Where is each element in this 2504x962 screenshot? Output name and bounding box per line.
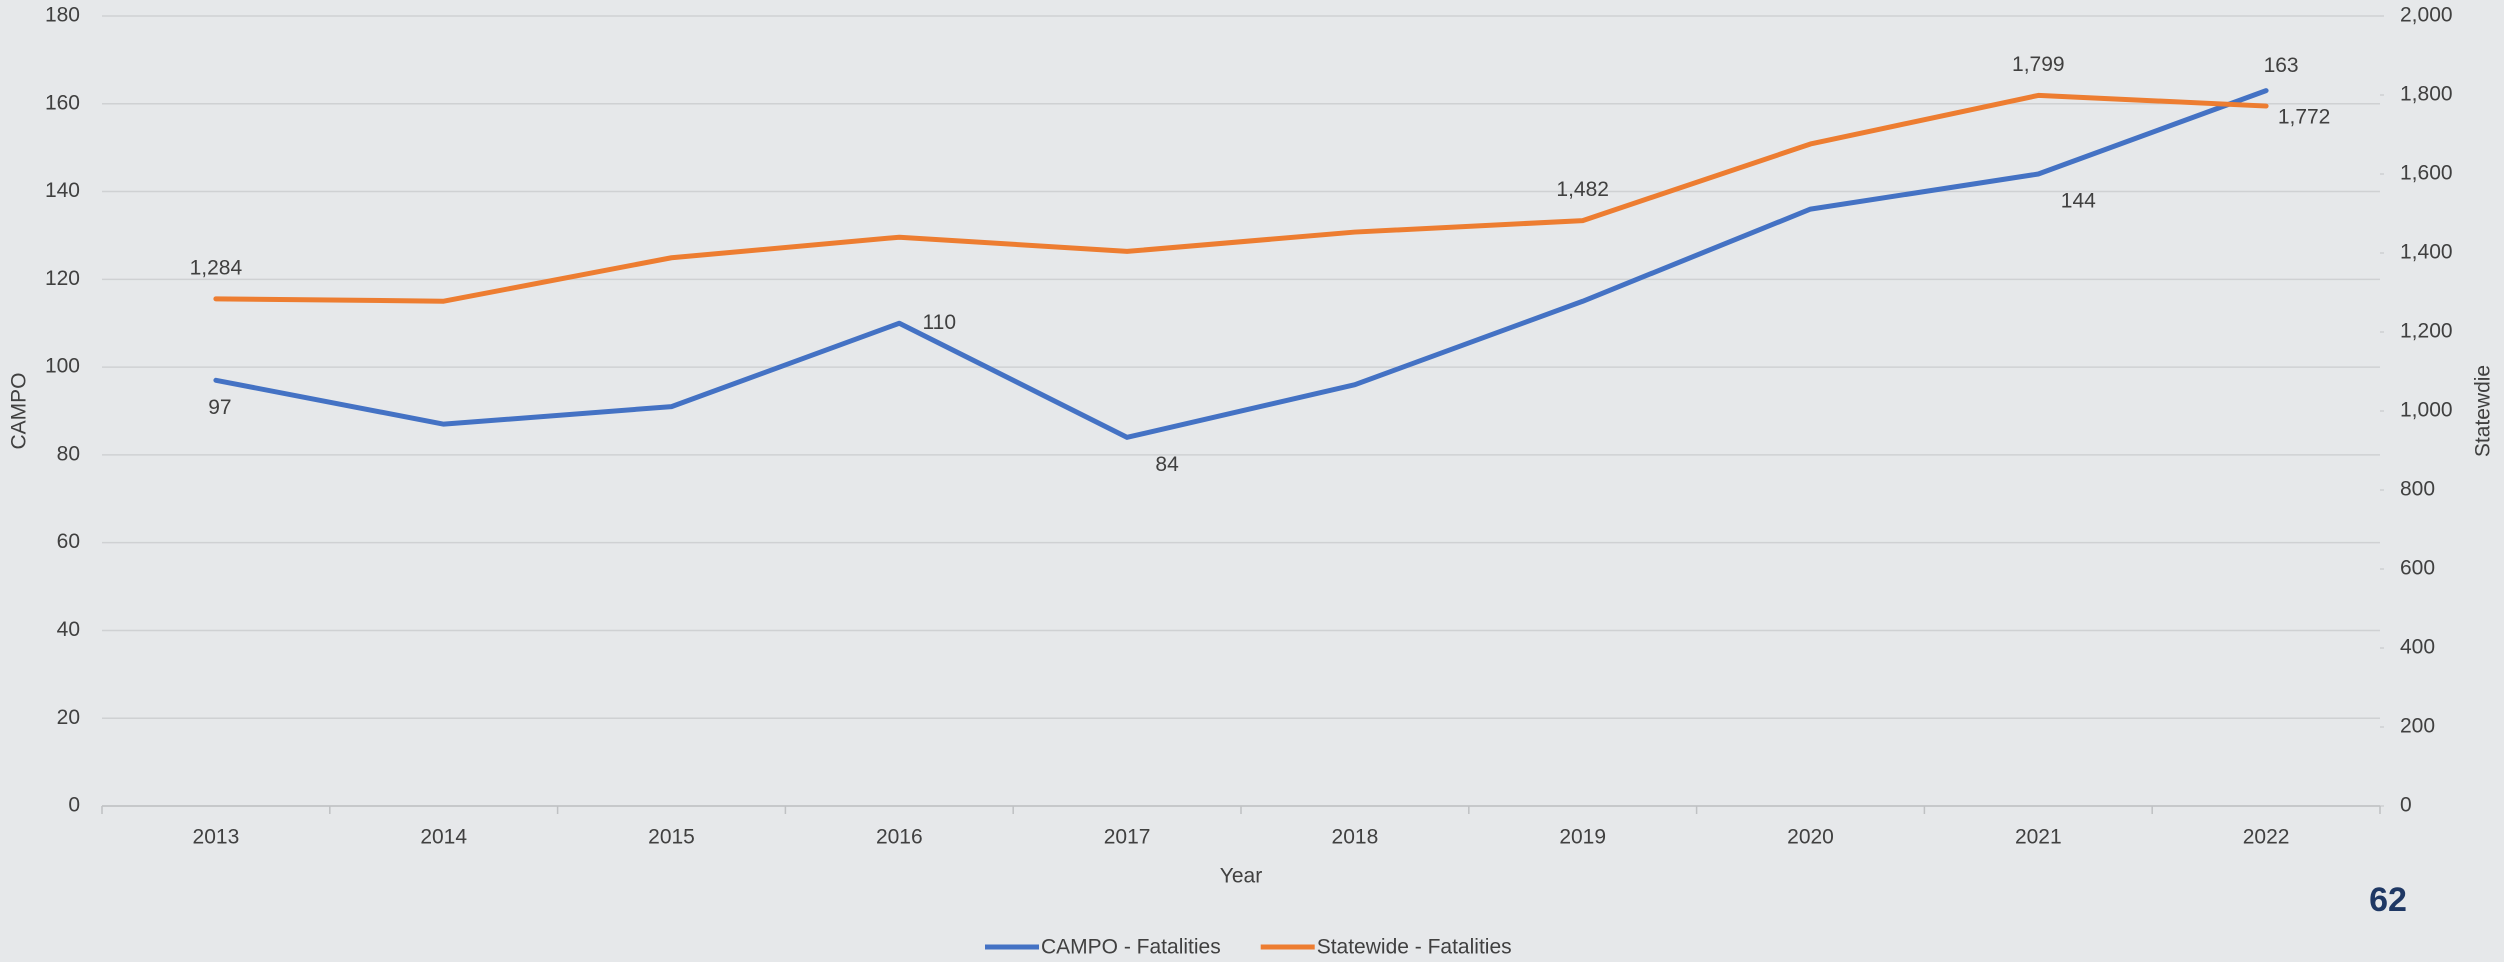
series-line: [213, 88, 2269, 440]
y2-tick-label: 1,200: [2400, 320, 2453, 343]
x-tick-label: 2018: [1332, 826, 1379, 849]
y-tick-label: 160: [45, 91, 80, 114]
x-tick-label: 2021: [2015, 826, 2062, 849]
y2-tick-label: 400: [2400, 636, 2435, 659]
data-label: 1,482: [1556, 178, 1609, 201]
y-tick-label: 40: [57, 618, 80, 641]
legend-label: Statewide - Fatalities: [1317, 936, 1512, 959]
y2-tick-label: 1,400: [2400, 241, 2453, 264]
page-number: 62: [2369, 881, 2407, 919]
y-tick-label: 180: [45, 4, 80, 27]
y-tick-label: 0: [68, 794, 80, 817]
y2-tick-label: 2,000: [2400, 4, 2453, 27]
data-label: 110: [923, 311, 956, 334]
data-label: 144: [2061, 190, 2096, 213]
data-label: 163: [2264, 54, 2299, 77]
x-tick-label: 2013: [193, 826, 240, 849]
y2-axis-label: Statewdie: [2472, 365, 2495, 457]
y2-tick-label: 1,000: [2400, 399, 2453, 422]
y2-tick-label: 600: [2400, 557, 2435, 580]
y-tick-label: 120: [45, 267, 80, 290]
x-tick-label: 2017: [1104, 826, 1151, 849]
y-tick-label: 60: [57, 530, 80, 553]
legend-label: CAMPO - Fatalities: [1041, 936, 1221, 959]
y-tick-label: 20: [57, 706, 80, 729]
data-label: 84: [1155, 453, 1179, 476]
data-label: 97: [208, 396, 231, 419]
data-label: 1,284: [190, 256, 243, 279]
x-tick-label: 2019: [1559, 826, 1606, 849]
y-tick-label: 100: [45, 355, 80, 378]
y2-tick-label: 200: [2400, 715, 2435, 738]
y2-tick-label: 1,800: [2400, 83, 2453, 106]
y-axis-label: CAMPO: [8, 372, 31, 449]
series-line: [213, 92, 2269, 304]
x-tick-label: 2020: [1787, 826, 1834, 849]
x-tick-label: 2014: [420, 826, 467, 849]
data-label: 1,772: [2278, 106, 2331, 129]
x-axis-label: Year: [1220, 865, 1262, 888]
y2-tick-label: 800: [2400, 478, 2435, 501]
x-tick-label: 2016: [876, 826, 923, 849]
x-tick-label: 2015: [648, 826, 695, 849]
data-label: 1,799: [2012, 53, 2065, 76]
y-tick-label: 140: [45, 179, 80, 202]
y2-tick-label: 0: [2400, 794, 2412, 817]
y-tick-label: 80: [57, 442, 80, 465]
x-tick-label: 2022: [2243, 826, 2290, 849]
y2-tick-label: 1,600: [2400, 162, 2453, 185]
